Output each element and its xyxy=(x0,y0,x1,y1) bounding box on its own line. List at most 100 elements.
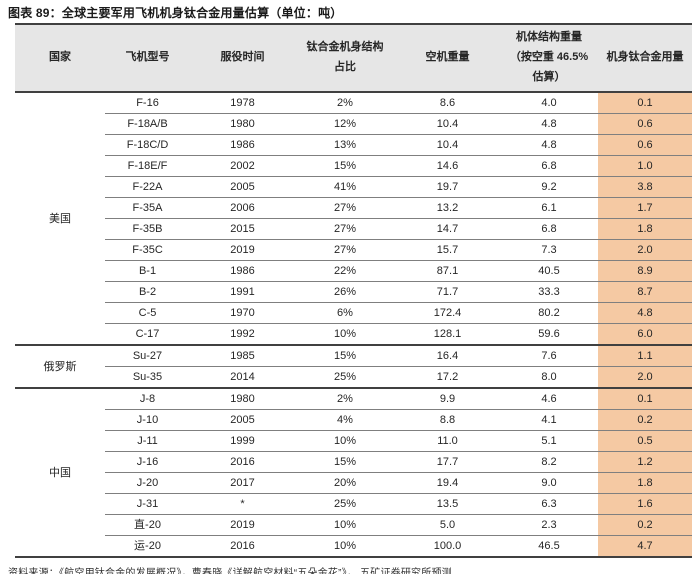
ratio-cell: 13% xyxy=(295,134,395,156)
model-cell: F-16 xyxy=(105,92,190,114)
year-cell: 2005 xyxy=(190,176,295,198)
year-cell: 1999 xyxy=(190,430,295,452)
model-cell: F-18C/D xyxy=(105,134,190,156)
model-cell: J-10 xyxy=(105,409,190,431)
empty-weight-cell: 19.4 xyxy=(395,472,500,494)
table-row: B-1 1986 22% 87.1 40.5 8.9 xyxy=(15,260,692,282)
table-row: J-20 2017 20% 19.4 9.0 1.8 xyxy=(15,472,692,494)
year-cell: 1978 xyxy=(190,92,295,114)
ti-usage-cell: 0.6 xyxy=(598,134,692,156)
ratio-cell: 10% xyxy=(295,323,395,346)
empty-weight-cell: 9.9 xyxy=(395,388,500,410)
table-body: 美国 F-16 1978 2% 8.6 4.0 0.1 F-18A/B 1980 12% 10.4 4… xyxy=(15,92,692,558)
table-row: C-17 1992 10% 128.1 59.6 6.0 xyxy=(15,323,692,346)
ti-usage-cell: 3.8 xyxy=(598,176,692,198)
empty-weight-cell: 13.2 xyxy=(395,197,500,219)
model-cell: 运-20 xyxy=(105,535,190,558)
model-cell: J-31 xyxy=(105,493,190,515)
ti-usage-cell: 4.8 xyxy=(598,302,692,324)
structure-weight-cell: 33.3 xyxy=(500,281,598,303)
year-cell: 1985 xyxy=(190,345,295,367)
ti-usage-cell: 1.0 xyxy=(598,155,692,177)
ti-usage-cell: 0.2 xyxy=(598,409,692,431)
ratio-cell: 10% xyxy=(295,514,395,536)
table-row: F-22A 2005 41% 19.7 9.2 3.8 xyxy=(15,176,692,198)
structure-weight-cell: 6.8 xyxy=(500,155,598,177)
structure-weight-cell: 8.2 xyxy=(500,451,598,473)
year-cell: 2017 xyxy=(190,472,295,494)
header-empty-weight: 空机重量 xyxy=(395,24,500,93)
ti-usage-cell: 0.1 xyxy=(598,388,692,410)
empty-weight-cell: 71.7 xyxy=(395,281,500,303)
table-row: 美国 F-16 1978 2% 8.6 4.0 0.1 xyxy=(15,92,692,346)
year-cell: 2006 xyxy=(190,197,295,219)
header-service-year: 服役时间 xyxy=(190,24,295,93)
ratio-cell: 25% xyxy=(295,493,395,515)
ti-usage-cell: 1.2 xyxy=(598,451,692,473)
empty-weight-cell: 17.2 xyxy=(395,366,500,389)
table-row: Su-35 2014 25% 17.2 8.0 2.0 xyxy=(15,366,692,389)
empty-weight-cell: 5.0 xyxy=(395,514,500,536)
model-cell: F-22A xyxy=(105,176,190,198)
ratio-cell: 10% xyxy=(295,430,395,452)
structure-weight-cell: 4.8 xyxy=(500,134,598,156)
model-cell: C-5 xyxy=(105,302,190,324)
ratio-cell: 4% xyxy=(295,409,395,431)
ratio-cell: 25% xyxy=(295,366,395,389)
structure-weight-cell: 6.8 xyxy=(500,218,598,240)
model-cell: B-2 xyxy=(105,281,190,303)
year-cell: 2014 xyxy=(190,366,295,389)
table-row: J-16 2016 15% 17.7 8.2 1.2 xyxy=(15,451,692,473)
table-row: 运-20 2016 10% 100.0 46.5 4.7 xyxy=(15,535,692,558)
table-row: 直-20 2019 10% 5.0 2.3 0.2 xyxy=(15,514,692,536)
table-header: 国家 飞机型号 服役时间 钛合金机身结构占比 空机重量 机体结构重量（按空重 4… xyxy=(15,24,692,93)
model-cell: F-35C xyxy=(105,239,190,261)
ti-usage-cell: 2.0 xyxy=(598,239,692,261)
model-cell: J-8 xyxy=(105,388,190,410)
ratio-cell: 12% xyxy=(295,113,395,135)
empty-weight-cell: 19.7 xyxy=(395,176,500,198)
model-cell: F-18E/F xyxy=(105,155,190,177)
country-cell: 中国 xyxy=(15,388,105,558)
year-cell: 1980 xyxy=(190,113,295,135)
ratio-cell: 27% xyxy=(295,218,395,240)
ratio-cell: 22% xyxy=(295,260,395,282)
ti-usage-cell: 0.6 xyxy=(598,113,692,135)
year-cell: 2016 xyxy=(190,535,295,558)
table-row: C-5 1970 6% 172.4 80.2 4.8 xyxy=(15,302,692,324)
table-row: F-35B 2015 27% 14.7 6.8 1.8 xyxy=(15,218,692,240)
ti-usage-cell: 1.8 xyxy=(598,218,692,240)
structure-weight-cell: 7.3 xyxy=(500,239,598,261)
ratio-cell: 15% xyxy=(295,345,395,367)
empty-weight-cell: 10.4 xyxy=(395,113,500,135)
titanium-usage-table: 国家 飞机型号 服役时间 钛合金机身结构占比 空机重量 机体结构重量（按空重 4… xyxy=(15,23,692,558)
structure-weight-cell: 4.8 xyxy=(500,113,598,135)
ratio-cell: 10% xyxy=(295,535,395,558)
header-structure-weight: 机体结构重量（按空重 46.5%估算） xyxy=(500,24,598,93)
ratio-cell: 27% xyxy=(295,197,395,219)
structure-weight-cell: 9.0 xyxy=(500,472,598,494)
ti-usage-cell: 0.5 xyxy=(598,430,692,452)
ti-usage-cell: 1.7 xyxy=(598,197,692,219)
ti-usage-cell: 1.1 xyxy=(598,345,692,367)
country-cell: 美国 xyxy=(15,92,105,346)
ti-usage-cell: 6.0 xyxy=(598,323,692,346)
table-row: F-35A 2006 27% 13.2 6.1 1.7 xyxy=(15,197,692,219)
ratio-cell: 27% xyxy=(295,239,395,261)
empty-weight-cell: 17.7 xyxy=(395,451,500,473)
table-row: F-18A/B 1980 12% 10.4 4.8 0.6 xyxy=(15,113,692,135)
empty-weight-cell: 87.1 xyxy=(395,260,500,282)
country-cell: 俄罗斯 xyxy=(15,345,105,389)
ti-usage-cell: 2.0 xyxy=(598,366,692,389)
model-cell: J-16 xyxy=(105,451,190,473)
header-country: 国家 xyxy=(15,24,105,93)
structure-weight-cell: 80.2 xyxy=(500,302,598,324)
structure-weight-cell: 9.2 xyxy=(500,176,598,198)
year-cell: * xyxy=(190,493,295,515)
table-row: 中国 J-8 1980 2% 9.9 4.6 0.1 xyxy=(15,388,692,558)
table-row: B-2 1991 26% 71.7 33.3 8.7 xyxy=(15,281,692,303)
empty-weight-cell: 14.7 xyxy=(395,218,500,240)
empty-weight-cell: 8.8 xyxy=(395,409,500,431)
model-cell: J-11 xyxy=(105,430,190,452)
